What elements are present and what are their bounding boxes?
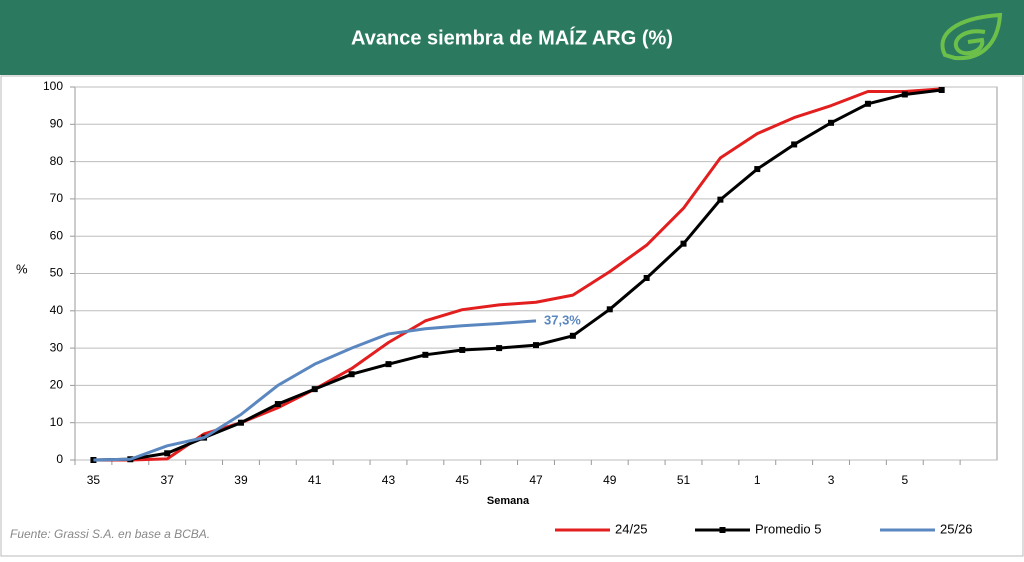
x-tick-label: 35 [87,473,101,487]
x-axis-label: Semana [487,495,530,507]
x-tick-label: 5 [901,473,908,487]
point-marker [533,342,539,349]
legend-label: 25/26 [940,521,973,536]
x-tick-label: 51 [677,473,691,487]
y-axis-label: % [16,261,28,276]
y-tick-label: 0 [56,452,63,466]
x-tick-label: 39 [234,473,248,487]
point-marker [864,100,871,107]
point-marker [569,332,576,339]
y-tick-label: 50 [50,266,64,280]
x-tick-label: 41 [308,473,322,487]
point-marker [348,371,355,378]
source-note: Fuente: Grassi S.A. en base a BCBA. [10,527,210,541]
y-tick-label: 30 [50,340,64,354]
header-band [0,0,1024,75]
x-tick-label: 37 [161,473,175,487]
point-marker [643,274,650,281]
point-marker [237,419,244,426]
chart-title: Avance siembra de MAÍZ ARG (%) [351,26,673,49]
y-tick-label: 90 [50,116,64,130]
data-label: 37,3% [544,312,581,327]
series-line [93,87,942,462]
point-marker [496,345,503,352]
point-marker [717,196,724,203]
y-tick-label: 100 [43,79,63,93]
point-marker [606,306,613,313]
point-marker [754,166,761,173]
x-tick-label: 49 [603,473,617,487]
series-line [93,319,537,462]
series-line [93,88,942,462]
point-marker [680,240,687,247]
y-tick-label: 70 [50,191,64,205]
point-marker [311,386,318,393]
y-tick-label: 80 [50,154,64,168]
y-tick-label: 60 [50,228,64,242]
legend-marker [719,527,726,533]
y-tick-label: 20 [50,378,64,392]
x-tick-label: 45 [456,473,470,487]
y-tick-label: 40 [50,303,64,317]
point-marker [459,346,466,353]
point-marker [938,86,945,93]
point-marker [385,361,392,368]
x-tick-label: 3 [828,473,835,487]
point-marker [164,450,171,457]
legend-label: Promedio 5 [755,521,821,536]
point-marker [274,401,281,408]
logo [940,12,1003,61]
point-marker [901,91,908,98]
chart-frame [0,75,1024,557]
x-tick-label: 1 [754,473,761,487]
y-tick-label: 10 [50,415,64,429]
x-tick-label: 47 [529,473,543,487]
point-marker [422,351,429,358]
x-tick-label: 43 [382,473,396,487]
legend-label: 24/25 [615,521,648,536]
point-marker [791,141,798,148]
point-marker [828,119,835,126]
